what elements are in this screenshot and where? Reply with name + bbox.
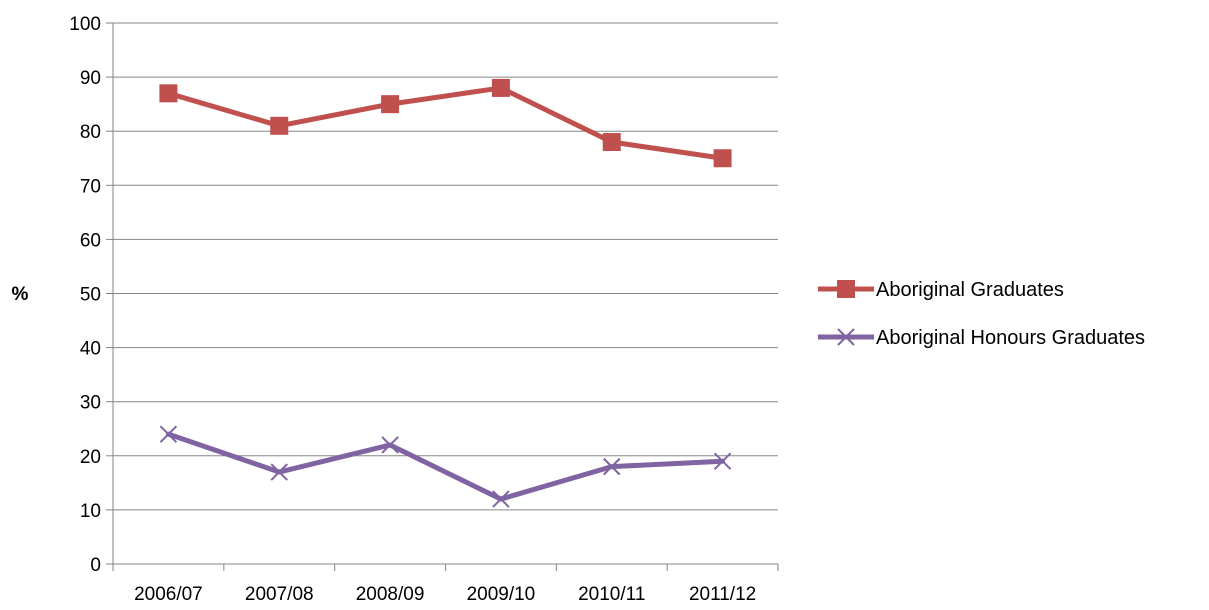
y-tick-label: 90 [80,68,101,89]
y-tick-label: 40 [80,339,101,360]
y-tick-label: 70 [80,176,101,197]
y-tick-label: 50 [80,285,101,306]
y-tick-label: 80 [80,122,101,143]
x-tick-label: 2009/10 [467,584,536,605]
data-point [713,452,732,470]
series-line [165,431,726,502]
legend-item: Aboriginal Graduates [818,279,1064,301]
x-axis-ticks: 2006/07 2007/08 2008/09 2009/10 2010/11 2011/… [112,564,779,605]
series-1 [159,78,732,168]
legend-item: Aboriginal Honours Graduates [818,327,1145,349]
data-point [602,133,621,152]
y-axis-ticks: 0 10 20 30 40 50 60 70 80 90 100 [69,14,113,576]
y-tick-label: 20 [80,447,101,468]
data-point [270,463,288,481]
data-point [381,95,400,114]
series-2 [159,425,732,508]
x-tick-label: 2010/11 [578,584,645,605]
y-tick-label: 30 [80,393,101,414]
y-tick-label: 60 [80,230,101,251]
data-point [492,490,510,508]
legend: Aboriginal Graduates Aboriginal Honours G… [818,279,1145,349]
data-point [491,78,510,97]
x-tick-label: 2011/12 [689,584,756,605]
legend-label: Aboriginal Graduates [876,279,1064,301]
y-axis-label: % [12,284,29,305]
gridlines [113,22,778,511]
series-line [165,85,726,161]
series-layer [159,78,732,508]
legend-label: Aboriginal Honours Graduates [876,327,1145,349]
x-tick-label: 2006/07 [134,584,203,605]
x-tick-label: 2007/08 [245,584,314,605]
data-point [603,457,621,476]
data-point [381,436,399,454]
data-point [159,425,178,443]
data-point [270,116,289,135]
data-point [159,84,178,103]
y-tick-label: 100 [69,14,101,35]
data-point [713,149,732,168]
y-tick-label: 0 [90,555,101,576]
legend-marker [837,280,855,298]
legend-marker [837,328,855,346]
y-tick-label: 10 [80,501,101,522]
x-tick-label: 2008/09 [356,584,425,605]
